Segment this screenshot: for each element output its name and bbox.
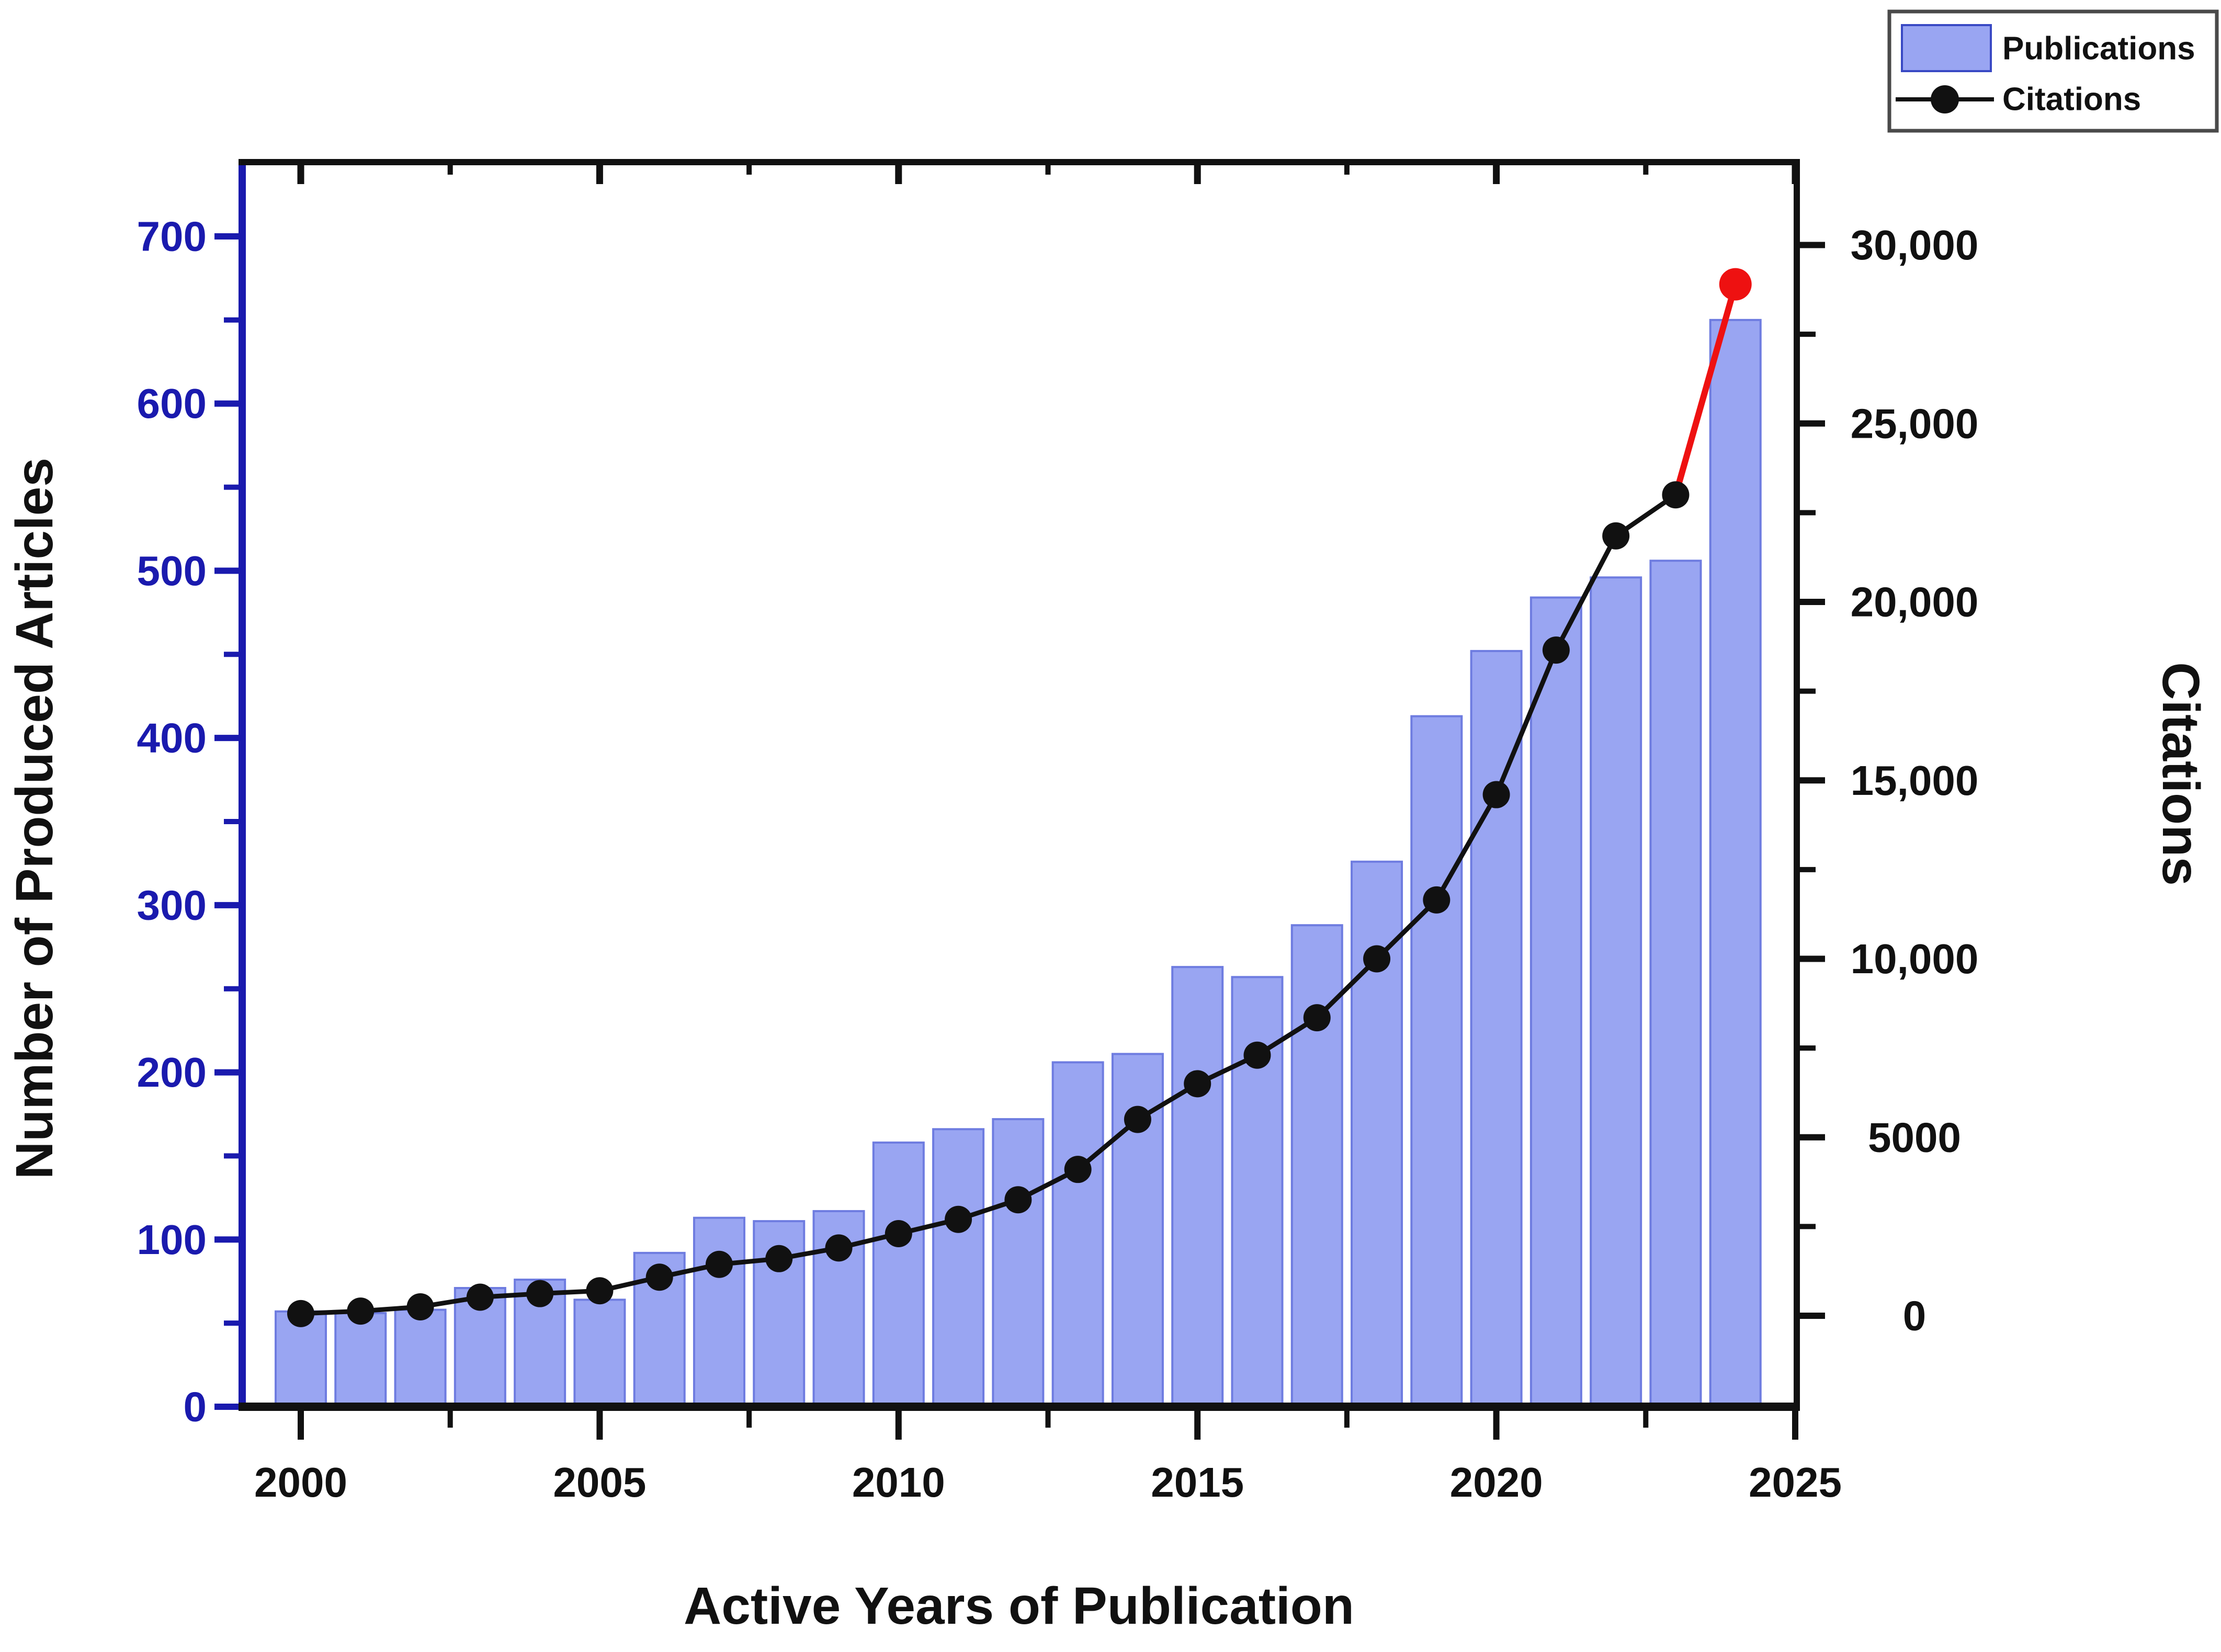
publications-bar-2006 (633, 1251, 686, 1408)
right-tick-label-0: 0 (1903, 1293, 1927, 1339)
publications-bar-2002 (394, 1308, 447, 1408)
publications-bar-2020 (1470, 650, 1523, 1408)
publications-bar-2022 (1590, 576, 1642, 1408)
publications-bar-2010 (872, 1141, 925, 1408)
left-tick-label-200: 200 (137, 1049, 207, 1096)
x-tick-label-2005: 2005 (553, 1459, 646, 1506)
legend-publications-swatch (1901, 24, 1992, 72)
legend: Publications Citations (1887, 9, 2219, 133)
left-tick-label-600: 600 (137, 380, 207, 427)
left-axis-title: Number of Produced Articles (5, 458, 64, 1179)
axes-tick-labels: 0 100 200 300 400 500 600 700 0 5000 10,000 15,000 2… (137, 213, 1979, 1506)
left-tick-label-300: 300 (137, 882, 207, 928)
publications-bar-2000 (275, 1310, 327, 1408)
left-tick-label-0: 0 (184, 1384, 207, 1430)
citations-line (287, 268, 1752, 1327)
right-tick-label-25000: 25,000 (1851, 400, 1979, 447)
citations-point-2008 (765, 1245, 793, 1272)
x-tick-label-2025: 2025 (1749, 1459, 1842, 1506)
axes-spines (239, 159, 1800, 1411)
right-tick-label-30000: 30,000 (1851, 222, 1979, 268)
publications-bar-2007 (693, 1216, 745, 1408)
citations-point-2014 (1124, 1106, 1151, 1133)
publications-bars (275, 318, 1762, 1408)
publications-bar-2023 (1649, 560, 1702, 1408)
right-spine (1794, 159, 1800, 1411)
publications-bar-2012 (992, 1118, 1045, 1408)
publications-bar-2013 (1051, 1061, 1104, 1408)
citations-line-highlighted-segment (1672, 283, 1739, 496)
left-spine (239, 159, 246, 1411)
x-tick-label-2020: 2020 (1450, 1459, 1543, 1506)
citations-point-2006 (645, 1263, 673, 1291)
publications-bar-2024 (1709, 318, 1762, 1408)
x-axis-title: Active Years of Publication (684, 1577, 1354, 1635)
top-spine (239, 159, 1800, 165)
citations-point-2021 (1542, 636, 1570, 664)
citations-point-2001 (347, 1297, 375, 1325)
citations-point-2024 (1719, 268, 1752, 301)
right-axis-title: Citations (2151, 662, 2210, 886)
legend-citations-marker (1931, 85, 1959, 113)
citations-point-2003 (466, 1283, 494, 1311)
publications-bar-2005 (573, 1298, 626, 1408)
axes-ticks (214, 165, 1825, 1440)
citations-point-2002 (406, 1293, 434, 1320)
citations-point-2013 (1064, 1156, 1092, 1183)
citations-point-2018 (1363, 945, 1391, 973)
citations-point-2010 (885, 1220, 912, 1248)
x-tick-label-2000: 2000 (254, 1459, 347, 1506)
publications-bar-2001 (334, 1312, 387, 1408)
left-tick-label-100: 100 (137, 1216, 207, 1263)
citations-point-2009 (825, 1234, 853, 1262)
citations-point-2000 (287, 1300, 314, 1327)
citations-point-2019 (1423, 886, 1451, 914)
legend-citations-label: Citations (2002, 82, 2141, 118)
x-tick-label-2010: 2010 (852, 1459, 945, 1506)
citations-point-2017 (1303, 1004, 1331, 1032)
citations-point-2020 (1482, 781, 1510, 808)
citations-point-2011 (945, 1205, 972, 1233)
citations-point-2012 (1004, 1186, 1032, 1214)
right-tick-label-5000: 5000 (1868, 1114, 1961, 1160)
citations-point-2016 (1243, 1041, 1271, 1069)
citations-point-2023 (1662, 481, 1690, 509)
right-tick-label-20000: 20,000 (1851, 579, 1979, 625)
legend-publications-label: Publications (2002, 31, 2195, 67)
publications-bar-2021 (1529, 596, 1582, 1408)
citations-point-2004 (526, 1280, 554, 1307)
citations-line-black (300, 493, 1677, 1316)
publications-bar-2019 (1410, 715, 1463, 1408)
right-tick-label-15000: 15,000 (1851, 757, 1979, 804)
publications-bar-2015 (1171, 966, 1224, 1408)
bottom-spine (239, 1403, 1800, 1411)
citations-point-2007 (705, 1250, 733, 1278)
publications-bar-2011 (932, 1128, 985, 1408)
citations-point-2015 (1184, 1070, 1211, 1098)
left-tick-label-500: 500 (137, 548, 207, 594)
citations-point-2005 (586, 1277, 614, 1305)
citations-point-2022 (1602, 522, 1630, 550)
left-tick-label-400: 400 (137, 715, 207, 761)
x-tick-label-2015: 2015 (1151, 1459, 1244, 1506)
right-tick-label-10000: 10,000 (1851, 936, 1979, 982)
left-tick-label-700: 700 (137, 213, 207, 260)
